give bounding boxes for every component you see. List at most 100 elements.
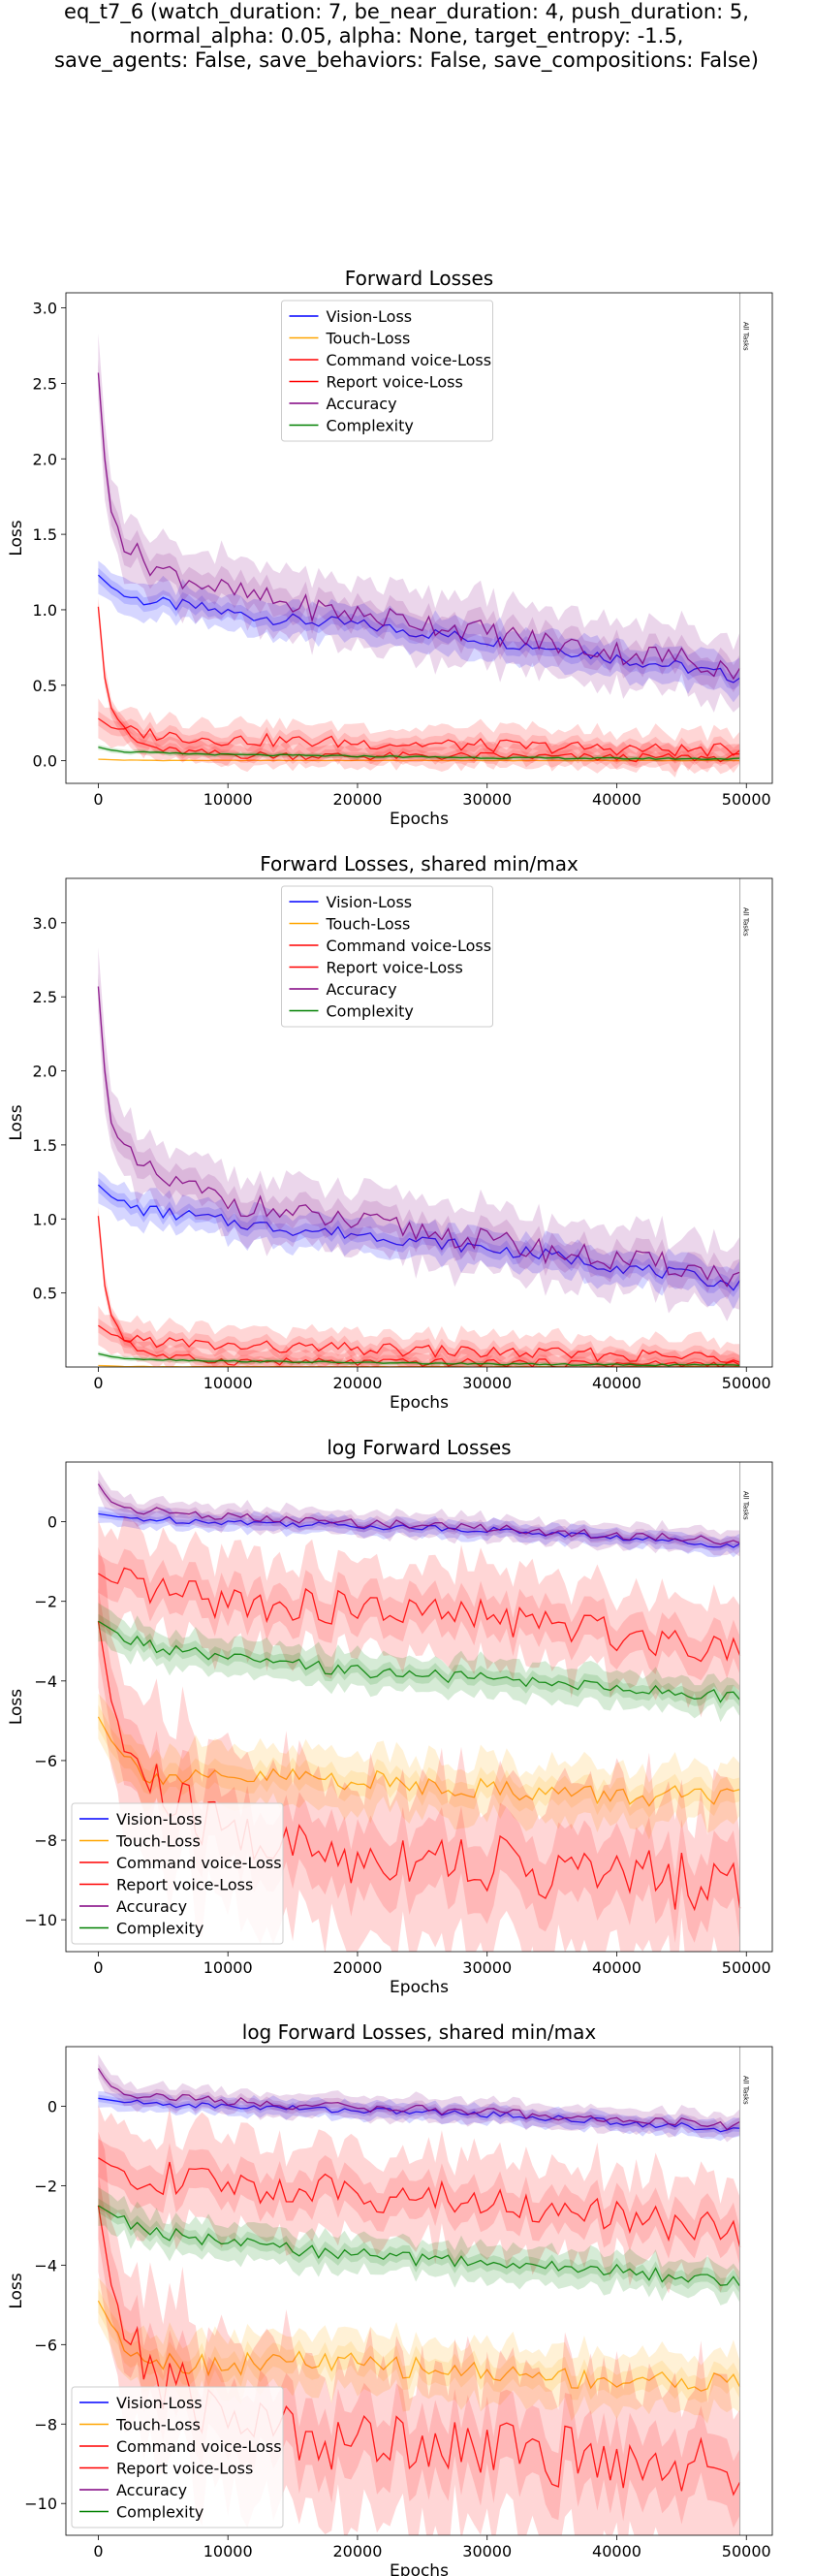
y-tick-label: −4: [34, 1672, 57, 1691]
legend-box: [281, 885, 493, 1028]
series-band: [98, 1693, 740, 1840]
series-band-inner: [98, 1510, 740, 1551]
x-tick-label: 40000: [592, 1958, 641, 1977]
chart-title: Forward Losses: [345, 267, 493, 290]
axes-frame: [65, 877, 773, 1368]
legend-label: Complexity: [116, 2503, 203, 2522]
x-tick-label: 0: [93, 790, 103, 809]
legend-label: Command voice-Loss: [327, 937, 492, 955]
x-tick-label: 50000: [722, 2542, 771, 2560]
x-tick-label: 40000: [592, 1374, 641, 1392]
series-band-inner: [98, 1613, 740, 1709]
series-line: [97, 2068, 740, 2131]
series-line: [97, 986, 740, 1288]
series-line: [97, 1483, 740, 1545]
series-band: [98, 2054, 740, 2143]
series-line: [98, 1324, 740, 1363]
y-tick-label: 1.5: [33, 525, 57, 544]
series-band-inner: [98, 602, 740, 767]
series-band: [98, 1507, 740, 1558]
legend-label: Accuracy: [116, 2481, 187, 2499]
x-tick-label: 0: [93, 2542, 103, 2560]
suptitle-line: normal_alpha: 0.05, alpha: None, target_…: [129, 24, 684, 48]
x-tick-label: 10000: [203, 2542, 253, 2560]
series-band: [98, 1170, 740, 1310]
y-tick-label: 2.5: [33, 374, 57, 393]
y-axis-label: Loss: [7, 1104, 26, 1140]
legend-label: Touch-Loss: [326, 330, 411, 348]
y-tick-label: 2.0: [33, 1063, 57, 1081]
y-tick-label: 3.0: [33, 300, 57, 318]
suptitle-line: eq_t7_6 (watch_duration: 7, be_near_dura…: [64, 0, 749, 23]
legend-label: Complexity: [116, 1920, 203, 1938]
x-tick-label: 0: [93, 1958, 103, 1977]
task-marker-label: All Tasks: [742, 322, 750, 351]
series-line: [98, 1567, 741, 1663]
task-marker-label: All Tasks: [742, 907, 750, 937]
y-tick-label: −6: [34, 1752, 57, 1770]
task-marker-label: All Tasks: [742, 1491, 750, 1520]
y-tick-label: −6: [34, 2336, 57, 2354]
series-band: [98, 560, 740, 703]
series-band-inner: [98, 2094, 740, 2136]
legend-label: Vision-Loss: [116, 1810, 203, 1829]
legend-label: Command voice-Loss: [116, 2437, 282, 2456]
series-band-inner: [98, 1318, 740, 1367]
legend-label: Touch-Loss: [326, 915, 411, 934]
series-band-inner: [98, 1704, 740, 1818]
y-axis-label: Loss: [7, 520, 26, 556]
y-tick-label: 1.0: [33, 1210, 57, 1228]
series-line: [98, 746, 740, 760]
chart-panel: log Forward Losses, shared min/max All Ta…: [7, 2020, 773, 2576]
y-axis-label: Loss: [7, 1689, 26, 1725]
series-band: [98, 2187, 740, 2306]
task-marker-label: All Tasks: [742, 2076, 750, 2105]
legend-box: [71, 1802, 284, 1945]
series-band-inner: [98, 2198, 740, 2294]
series-line: [97, 1184, 741, 1291]
legend-label: Touch-Loss: [115, 2416, 201, 2434]
legend-box: [281, 300, 493, 442]
x-tick-label: 50000: [722, 1374, 771, 1392]
x-tick-label: 20000: [333, 790, 383, 809]
y-tick-label: 2.0: [33, 450, 57, 468]
series-band: [98, 2091, 740, 2142]
series-band: [98, 333, 740, 713]
x-tick-label: 40000: [592, 2542, 641, 2560]
y-tick-label: 1.0: [33, 601, 57, 620]
plot-area: [97, 947, 741, 1367]
y-tick-label: 0: [47, 1513, 57, 1532]
x-tick-label: 30000: [462, 1958, 512, 1977]
x-tick-label: 30000: [462, 790, 512, 809]
legend-label: Accuracy: [116, 1897, 187, 1916]
legend-label: Command voice-Loss: [116, 1854, 282, 1872]
x-tick-label: 20000: [333, 2542, 383, 2560]
legend: Vision-Loss Touch-Loss Command voice-Loss R…: [71, 2386, 284, 2528]
legend-label: Report voice-Loss: [327, 959, 463, 977]
legend-label: Command voice-Loss: [327, 351, 492, 369]
y-tick-label: 0.0: [33, 752, 57, 771]
x-tick-label: 50000: [722, 790, 771, 809]
chart-title: Forward Losses, shared min/max: [260, 852, 578, 875]
x-axis-label: Epochs: [390, 1393, 449, 1413]
series-line: [97, 606, 740, 763]
series-line: [97, 1716, 740, 1807]
series-band: [98, 1351, 740, 1367]
chart-panel: log Forward Losses All Tasks 0 10000 20000 30…: [7, 1436, 773, 1997]
series-band-inner: [98, 1548, 740, 1681]
series-band-inner: [98, 359, 740, 693]
series-line: [98, 1620, 741, 1703]
axes-frame: [65, 292, 773, 784]
legend-label: Report voice-Loss: [116, 2460, 253, 2478]
y-tick-label: −10: [24, 1911, 57, 1929]
legend-label: Vision-Loss: [327, 307, 413, 326]
series-line: [98, 2097, 740, 2133]
legend-box: [71, 2386, 284, 2528]
series-line: [98, 1512, 740, 1548]
series-line: [97, 574, 740, 684]
y-tick-label: −10: [24, 2495, 57, 2513]
series-band: [98, 1515, 740, 1718]
series-band: [98, 1206, 740, 1367]
figure-suptitle: eq_t7_6 (watch_duration: 7, be_near_dura…: [0, 0, 813, 73]
